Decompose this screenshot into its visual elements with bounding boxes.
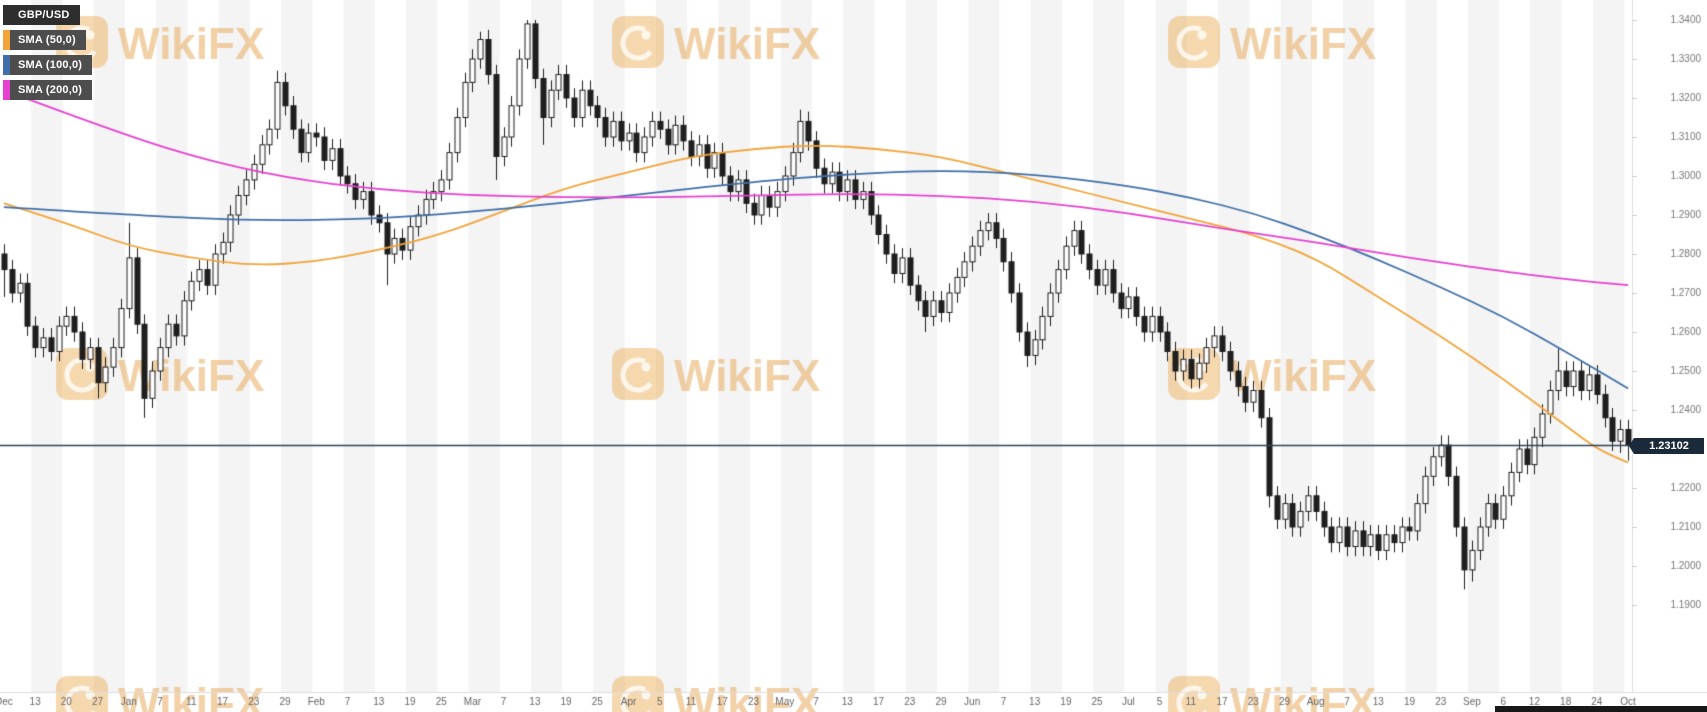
sma-200-badge: SMA (200,0) [3,80,93,100]
sma-50-badge: SMA (50,0) [3,30,86,50]
symbol-badge: GBP/USD [3,5,80,25]
bottom-right-shadow [1495,706,1707,712]
chart-legend: GBP/USD SMA (50,0) SMA (100,0) SMA (200,… [3,5,93,100]
current-price-badge: 1.23102 [1629,437,1704,454]
sma-100-badge: SMA (100,0) [3,55,93,75]
